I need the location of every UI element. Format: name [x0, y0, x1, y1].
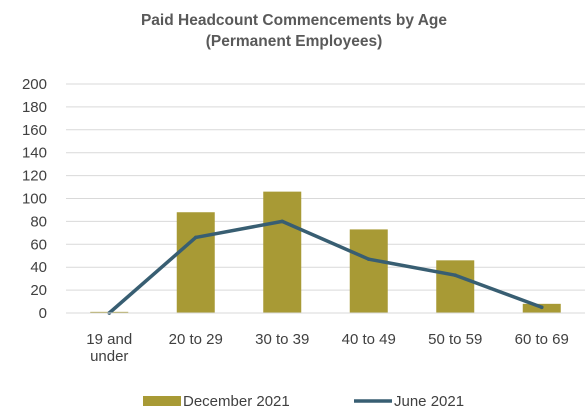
bar-december-2021 — [349, 229, 388, 313]
chart-subtitle: (Permanent Employees) — [206, 33, 383, 50]
point-june-2021 — [193, 235, 198, 240]
x-tick-label: 19 and under — [86, 331, 132, 365]
y-axis: 0 20 40 60 80 100 120 140 160 180 200 — [22, 76, 47, 322]
x-tick-label-line: 50 to 59 — [428, 331, 482, 348]
x-axis: 19 and under 20 to 29 30 to 39 40 to 49 50 to… — [66, 312, 585, 365]
x-tick-label-line: 19 and — [86, 331, 132, 348]
x-tick-label: 50 to 59 — [428, 331, 482, 348]
legend-label: June 2021 — [394, 393, 464, 410]
x-tick-label-line: 30 to 39 — [255, 331, 309, 348]
x-tick-label: 30 to 39 — [255, 331, 309, 348]
bar-december-2021 — [176, 212, 215, 313]
legend-label: December 2021 — [183, 393, 290, 410]
y-tick-label: 40 — [30, 259, 47, 276]
point-june-2021 — [453, 273, 458, 278]
y-tick-label: 140 — [22, 145, 47, 162]
y-tick-label: 120 — [22, 168, 47, 185]
y-tick-label: 160 — [22, 122, 47, 139]
y-tick-label: 80 — [30, 213, 47, 230]
bar-series — [90, 191, 561, 313]
x-tick-label-line: under — [90, 348, 128, 365]
x-tick-label: 20 to 29 — [169, 331, 223, 348]
y-tick-label: 180 — [22, 99, 47, 116]
y-tick-label: 0 — [39, 305, 47, 322]
legend-swatch-bar — [143, 396, 181, 406]
y-tick-label: 60 — [30, 236, 47, 253]
gridlines — [66, 83, 585, 314]
y-tick-label: 200 — [22, 76, 47, 93]
x-tick-label-line: 40 to 49 — [342, 331, 396, 348]
chart-title: Paid Headcount Commencements by Age — [141, 12, 447, 29]
x-tick-label: 60 to 69 — [515, 331, 569, 348]
point-june-2021 — [280, 219, 285, 224]
x-tick-label-line: 20 to 29 — [169, 331, 223, 348]
x-tick-label: 40 to 49 — [342, 331, 396, 348]
x-tick-label-line: 60 to 69 — [515, 331, 569, 348]
bar-december-2021 — [263, 191, 302, 313]
point-june-2021 — [366, 257, 371, 261]
point-june-2021 — [539, 305, 544, 310]
y-tick-label: 20 — [30, 282, 47, 299]
bar-december-2021 — [436, 260, 475, 313]
y-tick-label: 100 — [22, 191, 47, 208]
line-june-2021 — [107, 219, 544, 315]
legend: December 2021 June 2021 — [143, 393, 464, 410]
